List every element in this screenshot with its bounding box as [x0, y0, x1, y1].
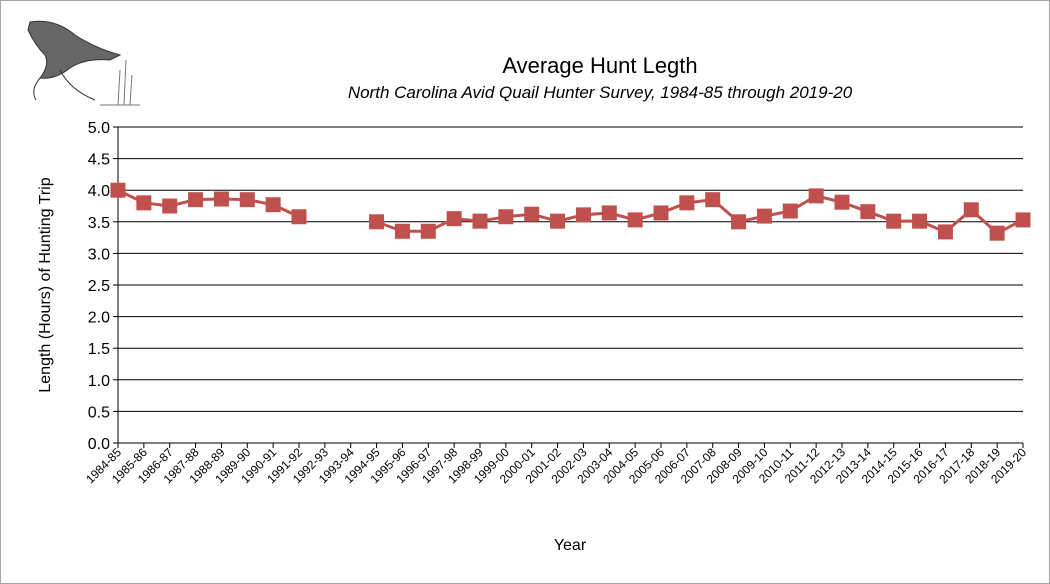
marker: [162, 198, 178, 214]
marker: [291, 209, 307, 225]
chart-title: Average Hunt Legth: [502, 53, 697, 78]
y-tick-label: 3.0: [88, 246, 110, 263]
y-tick-label: 1.5: [88, 341, 110, 358]
y-tick-label: 3.5: [88, 215, 110, 232]
marker: [886, 213, 902, 229]
marker: [653, 205, 669, 221]
marker: [834, 194, 850, 210]
x-axis-label: Year: [554, 537, 587, 554]
marker: [188, 192, 204, 208]
chart-subtitle: North Carolina Avid Quail Hunter Survey,…: [348, 83, 853, 102]
marker: [239, 192, 255, 208]
marker: [524, 206, 540, 222]
y-tick-label: 2.0: [88, 310, 110, 327]
marker: [679, 195, 695, 211]
y-tick-label: 0.0: [88, 436, 110, 453]
marker: [446, 211, 462, 227]
marker: [369, 214, 385, 230]
y-tick-label: 4.0: [88, 183, 110, 200]
marker: [963, 202, 979, 218]
marker: [472, 213, 488, 229]
marker: [550, 213, 566, 229]
y-tick-label: 2.5: [88, 278, 110, 295]
marker: [420, 223, 436, 239]
marker: [136, 195, 152, 211]
marker: [627, 212, 643, 228]
marker: [731, 214, 747, 230]
marker: [705, 192, 721, 208]
marker: [756, 208, 772, 224]
marker: [265, 197, 281, 213]
y-axis-label: Length (Hours) of Hunting Trip: [37, 177, 54, 392]
marker: [808, 188, 824, 204]
marker: [498, 209, 514, 225]
marker: [110, 182, 126, 198]
logo: [27, 20, 140, 106]
y-tick-label: 0.5: [88, 404, 110, 421]
y-tick-label: 5.0: [88, 120, 110, 137]
marker: [575, 207, 591, 223]
y-tick-label: 4.5: [88, 152, 110, 169]
marker: [1015, 212, 1031, 228]
marker: [860, 204, 876, 220]
marker: [937, 224, 953, 240]
marker: [213, 191, 229, 207]
marker: [394, 223, 410, 239]
marker: [912, 213, 928, 229]
y-tick-label: 1.0: [88, 373, 110, 390]
marker: [782, 203, 798, 219]
marker: [989, 225, 1005, 241]
marker: [601, 205, 617, 221]
